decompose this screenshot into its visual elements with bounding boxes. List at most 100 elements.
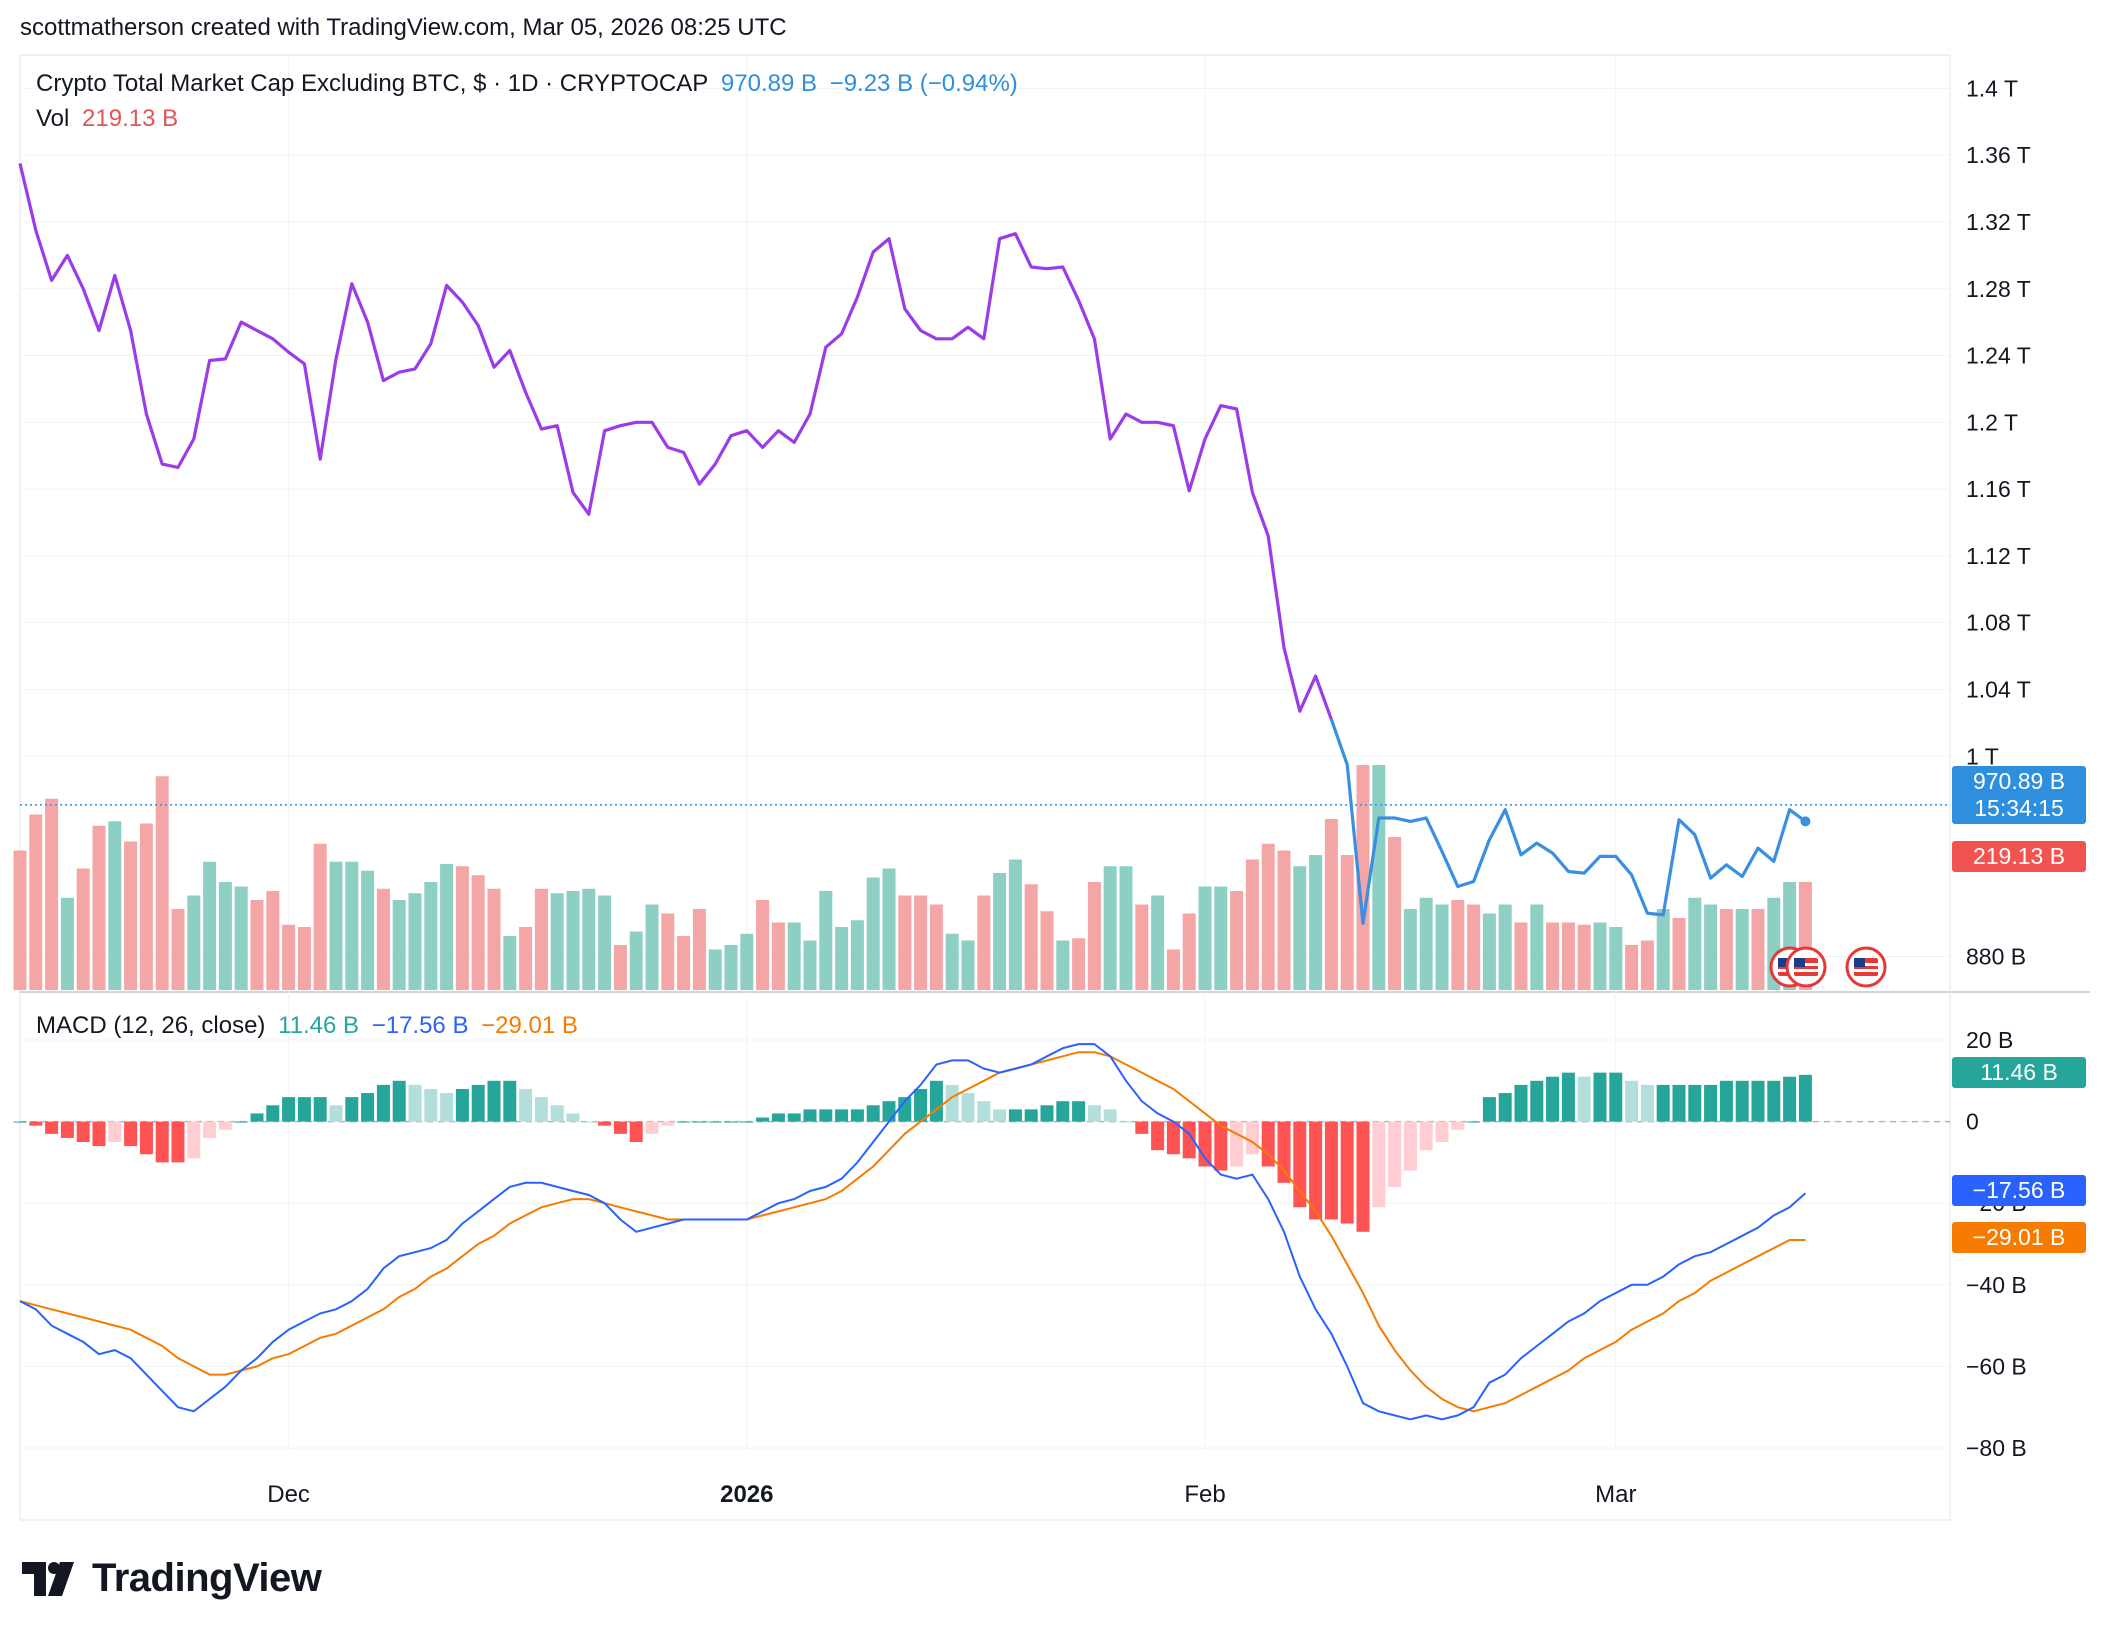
macd-histogram-bar: [961, 1093, 975, 1122]
signal-line: [19, 1051, 1806, 1413]
volume-bar: [835, 927, 849, 990]
macd-histogram-bar: [629, 1121, 643, 1142]
macd-tag: −17.56 B: [1952, 1175, 2086, 1206]
volume-bar: [1467, 904, 1481, 990]
tradingview-logo[interactable]: TradingView: [22, 1556, 322, 1601]
macd-histogram-bar: [187, 1121, 201, 1159]
volume-bar: [692, 909, 706, 990]
macd-histogram-bar: [1672, 1084, 1686, 1122]
volume-bar: [124, 841, 138, 990]
volume-bar: [1024, 884, 1038, 990]
volume-bar: [1372, 765, 1386, 990]
volume-bar: [313, 843, 327, 990]
macd-label[interactable]: MACD (12, 26, close): [36, 1012, 266, 1039]
macd-histogram-bar: [1798, 1074, 1812, 1122]
macd-histogram-bar: [1277, 1121, 1291, 1183]
volume-bar: [582, 888, 596, 990]
volume-bar: [1609, 927, 1623, 990]
volume-label[interactable]: Vol: [36, 105, 70, 132]
macd-histogram-bar: [13, 1121, 27, 1123]
volume-legend: Vol 219.13 B: [36, 105, 184, 133]
volume-bar: [1040, 911, 1054, 990]
event-flags[interactable]: [1769, 946, 1887, 988]
macd-histogram-bar: [835, 1109, 849, 1122]
macd-histogram-bar: [1309, 1121, 1323, 1220]
volume-bar: [1230, 891, 1244, 990]
volume-bar: [645, 904, 659, 990]
attribution-header: scottmatherson created with TradingView.…: [20, 14, 787, 41]
price-tag-value: 970.89 B: [1972, 768, 2066, 794]
volume-bar: [1103, 866, 1117, 990]
price-tick-label: 1.12 T: [1966, 543, 2031, 569]
volume-bar: [929, 904, 943, 990]
price-line-layer: [18, 163, 1950, 925]
macd-histogram-bar: [124, 1121, 138, 1147]
macd-histogram-bar: [76, 1121, 90, 1142]
macd-histogram-bar: [1498, 1093, 1512, 1122]
macd-histogram-bar: [203, 1121, 217, 1138]
volume-bar: [724, 945, 738, 990]
macd-histogram-bar: [1340, 1121, 1354, 1224]
price-tick-label: 1.04 T: [1966, 676, 2031, 702]
volume-bar: [1245, 859, 1259, 990]
macd-histogram-bar: [1783, 1076, 1797, 1122]
volume-bar: [297, 927, 311, 990]
macd-histogram-bar: [1451, 1121, 1465, 1130]
volume-bar: [914, 895, 928, 990]
last-price: 970.89 B: [720, 70, 817, 97]
macd-histogram-bar: [724, 1121, 738, 1123]
macd-histogram-bar: [282, 1097, 296, 1122]
price-tick-label: 1.08 T: [1966, 610, 2031, 636]
volume-bar: [455, 866, 469, 990]
volume-bar: [1008, 859, 1022, 990]
volume-bar: [613, 945, 627, 990]
us-flag-event-icon[interactable]: [1785, 946, 1827, 988]
macd-histogram-bar: [598, 1121, 612, 1126]
macd-histogram-bar: [1245, 1121, 1259, 1155]
volume-bar: [1625, 945, 1639, 990]
macd-histogram-bar: [756, 1117, 770, 1122]
macd-histogram-bar: [1609, 1072, 1623, 1122]
macd-histogram-bar: [977, 1101, 991, 1122]
volume-bar: [1704, 904, 1718, 990]
macd-histogram-bar: [108, 1121, 122, 1142]
price-change: −9.23 B (−0.94%): [829, 70, 1018, 97]
volume-bar: [803, 940, 817, 990]
us-flag-event-icon[interactable]: [1845, 946, 1887, 988]
volume-bar: [1087, 882, 1101, 990]
macd-histogram-bar: [993, 1109, 1007, 1122]
volume-bar: [1530, 904, 1544, 990]
macd-layer: [13, 1043, 1950, 1421]
volume-bar: [234, 886, 248, 990]
macd-histogram-bar: [1482, 1097, 1496, 1122]
macd-histogram-bar: [313, 1097, 327, 1122]
volume-bar: [392, 900, 406, 990]
macd-tick-label: −80 B: [1966, 1435, 2027, 1461]
macd-histogram-bar: [661, 1121, 675, 1126]
macd-histogram-bar: [361, 1093, 375, 1122]
macd-histogram-bar: [1704, 1084, 1718, 1122]
macd-histogram-bar: [677, 1121, 691, 1123]
macd-histogram-bar: [929, 1080, 943, 1122]
macd-histogram-bar: [471, 1084, 485, 1122]
volume-bar: [961, 940, 975, 990]
macd-histogram-bar: [1024, 1109, 1038, 1122]
volume-bar: [661, 913, 675, 990]
volume-bar: [1182, 913, 1196, 990]
volume-bar: [1293, 866, 1307, 990]
symbol-title[interactable]: Crypto Total Market Cap Excluding BTC, $…: [36, 70, 709, 97]
macd-histogram-bar: [329, 1105, 343, 1122]
macd-histogram-bar: [29, 1121, 43, 1126]
volume-value: 219.13 B: [82, 105, 179, 132]
macd-histogram-bar: [1230, 1121, 1244, 1167]
macd-tick-label: 20 B: [1966, 1027, 2013, 1053]
volume-bar: [629, 931, 643, 990]
volume-bar: [945, 933, 959, 990]
chart-canvas[interactable]: 1.4 T 1.36 T 1.32 T 1.28 T 1.24 T 1.2 T 1.16 T…: [0, 0, 2108, 1540]
countdown-timer: 15:34:15: [1974, 795, 2064, 821]
volume-bar: [1514, 922, 1528, 990]
volume-bar: [550, 893, 564, 990]
volume-bar: [1577, 924, 1591, 990]
macd-histogram-bar: [708, 1121, 722, 1123]
macd-histogram-bar: [1135, 1121, 1149, 1134]
